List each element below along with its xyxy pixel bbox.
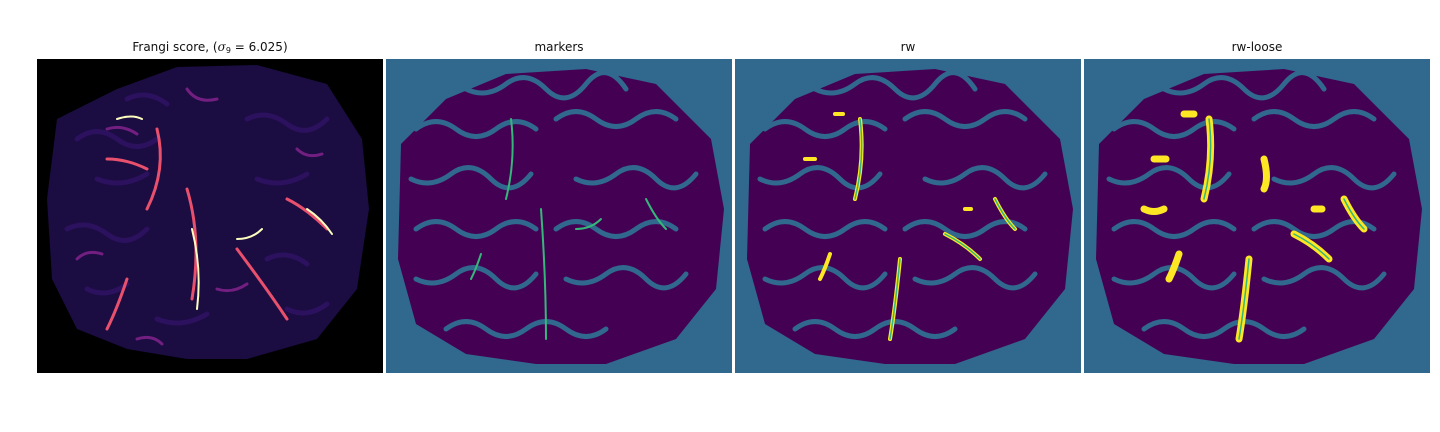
panel-title-rw-loose: rw-loose xyxy=(1231,40,1283,54)
rw-loose-image xyxy=(1084,59,1430,373)
rw-image xyxy=(735,59,1081,373)
frangi-image xyxy=(37,59,383,373)
image-panel-frangi xyxy=(37,59,383,373)
image-panel-rw-loose xyxy=(1084,59,1430,373)
title-suffix: = 6.025) xyxy=(230,40,288,54)
title-prefix: Frangi score, ( xyxy=(132,40,218,54)
image-panel-rw xyxy=(735,59,1081,373)
panel-title-markers: markers xyxy=(534,40,584,54)
panel-title-frangi: Frangi score, (σ9 = 6.025) xyxy=(37,40,383,55)
panel-title-rw: rw xyxy=(900,40,916,54)
image-panel-markers xyxy=(386,59,732,373)
title-sigma: σ xyxy=(217,40,226,54)
title-subscript: 9 xyxy=(225,46,231,55)
markers-image xyxy=(386,59,732,373)
